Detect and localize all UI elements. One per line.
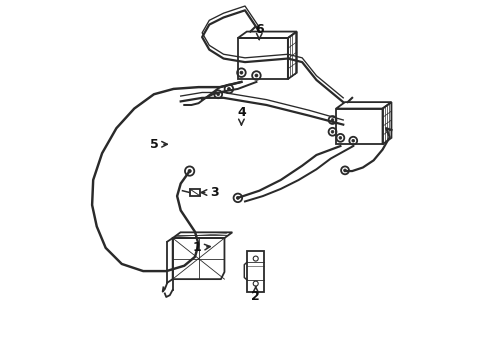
Circle shape [236,196,239,199]
Circle shape [217,93,220,96]
Circle shape [188,170,191,173]
Bar [247,251,264,292]
Circle shape [339,136,342,139]
Text: 4: 4 [237,105,246,125]
Circle shape [352,139,355,142]
Bar [190,189,200,196]
Circle shape [331,130,334,133]
Text: 3: 3 [201,186,219,199]
Circle shape [240,71,243,74]
Text: 5: 5 [149,138,167,151]
Circle shape [331,118,334,121]
Text: 6: 6 [255,23,264,40]
Circle shape [227,87,230,90]
Circle shape [343,169,346,172]
Text: 2: 2 [251,287,260,303]
Text: 1: 1 [193,241,210,255]
Circle shape [255,74,258,77]
